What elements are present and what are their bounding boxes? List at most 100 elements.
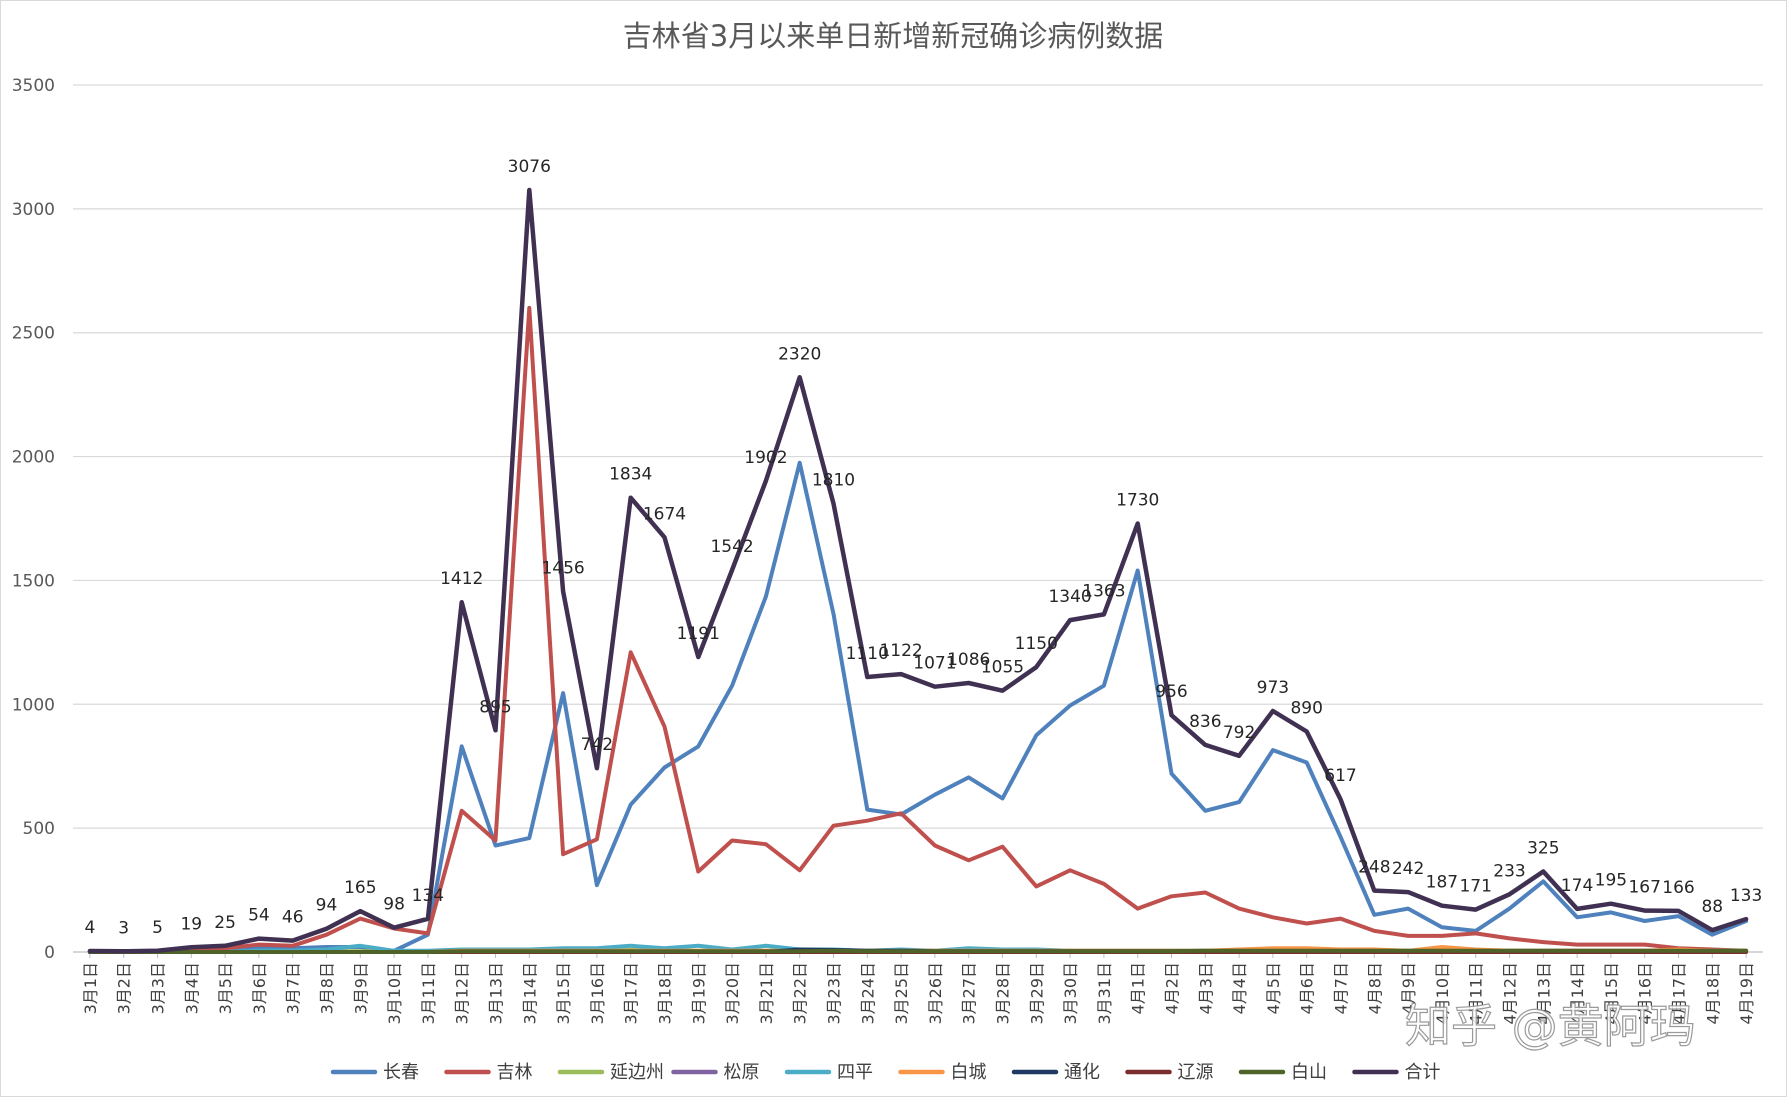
data-label: 1191 [677, 624, 720, 644]
legend-label: 长春 [383, 1062, 419, 1083]
x-tick-label: 4月15日 [1602, 962, 1621, 1025]
data-label: 46 [282, 908, 304, 928]
x-tick-label: 4月10日 [1433, 962, 1452, 1025]
data-labels: 4 3 5 19 25 54 46 94 165 98 134 1412 895 3076 1456 742 1… [84, 157, 1762, 938]
data-label: 19 [180, 914, 202, 934]
x-tick-label: 4月19日 [1737, 962, 1756, 1025]
x-tick-label: 3月31日 [1095, 962, 1114, 1025]
data-label: 1086 [947, 650, 990, 670]
x-tick-label: 3月25日 [892, 962, 911, 1025]
series-line-吉林 [87, 305, 1749, 954]
data-label: 1363 [1082, 581, 1125, 601]
watermark: 知乎 @黄阿玛 [1405, 999, 1696, 1053]
legend-label: 白城 [951, 1062, 987, 1083]
x-tick-label: 3月10日 [385, 962, 404, 1025]
data-label: 171 [1459, 877, 1491, 897]
x-tick-label: 3月20日 [723, 962, 742, 1025]
x-tick-label: 4月9日 [1399, 962, 1418, 1014]
x-tick-label: 4月7日 [1332, 962, 1351, 1014]
legend-label: 通化 [1064, 1062, 1100, 1083]
x-axis-ticks: 3月1日 3月2日 3月3日 3月4日 3月5日 3月6日 3月7日 3月8日 3月9日 3月10… [81, 952, 1756, 1025]
x-tick-label: 3月16日 [588, 962, 607, 1025]
data-label: 1456 [541, 558, 584, 578]
data-label: 1071 [913, 654, 956, 674]
legend-label: 吉林 [497, 1062, 533, 1083]
x-tick-label: 3月22日 [791, 962, 810, 1025]
legend-label: 延边州 [610, 1062, 664, 1083]
y-tick-label: 2000 [12, 448, 55, 468]
x-tick-label: 3月29日 [1027, 962, 1046, 1025]
series-line-白山 [87, 948, 1749, 954]
data-label: 2320 [778, 344, 821, 364]
data-label: 233 [1493, 861, 1525, 881]
data-label: 94 [316, 896, 338, 916]
data-label: 1110 [846, 644, 889, 664]
data-label: 895 [479, 697, 511, 717]
data-label: 1674 [643, 504, 686, 524]
x-tick-label: 3月26日 [926, 962, 945, 1025]
x-tick-label: 4月16日 [1636, 962, 1655, 1025]
y-tick-label: 3500 [12, 76, 55, 96]
x-tick-label: 3月6日 [250, 962, 269, 1014]
x-tick-label: 4月12日 [1501, 962, 1520, 1025]
x-tick-label: 3月1日 [81, 962, 100, 1014]
x-tick-label: 3月11日 [419, 962, 438, 1025]
x-tick-label: 3月9日 [351, 962, 370, 1014]
x-tick-label: 3月8日 [318, 962, 337, 1014]
x-tick-label: 4月3日 [1196, 962, 1215, 1014]
data-label: 133 [1730, 886, 1762, 906]
x-tick-label: 4月11日 [1467, 962, 1486, 1025]
x-tick-label: 4月13日 [1534, 962, 1553, 1025]
data-label: 187 [1426, 873, 1458, 893]
series-line-合计 [87, 187, 1749, 954]
data-label: 1150 [1015, 634, 1058, 654]
y-tick-label: 3000 [12, 200, 55, 220]
x-tick-label: 3月14日 [520, 962, 539, 1025]
data-label: 1055 [981, 658, 1024, 678]
data-label: 134 [412, 886, 444, 906]
x-tick-label: 3月4日 [182, 962, 201, 1014]
x-tick-label: 3月17日 [622, 962, 641, 1025]
x-tick-label: 3月12日 [453, 962, 472, 1025]
data-label: 167 [1628, 878, 1660, 898]
y-tick-label: 500 [23, 819, 55, 839]
y-tick-label: 1000 [12, 695, 55, 715]
x-tick-label: 3月23日 [825, 962, 844, 1025]
data-label: 1902 [744, 448, 787, 468]
data-label: 325 [1527, 838, 1559, 858]
data-label: 248 [1358, 858, 1390, 878]
data-label: 1412 [440, 569, 483, 589]
data-label: 1340 [1048, 587, 1091, 607]
data-label: 1730 [1116, 490, 1159, 510]
data-label: 4 [84, 918, 95, 938]
x-tick-label: 3月3日 [149, 962, 168, 1014]
x-tick-label: 3月7日 [284, 962, 303, 1014]
y-axis-ticks: 0 500 1000 1500 2000 2500 3000 3500 [12, 76, 55, 963]
y-tick-label: 2500 [12, 324, 55, 344]
y-tick-label: 0 [44, 943, 55, 963]
data-label: 792 [1223, 723, 1255, 743]
x-tick-label: 3月27日 [960, 962, 979, 1025]
data-label: 617 [1324, 766, 1356, 786]
x-tick-label: 3月2日 [115, 962, 134, 1014]
data-label: 973 [1257, 678, 1289, 698]
x-tick-label: 3月24日 [858, 962, 877, 1025]
data-label: 5 [152, 918, 163, 938]
data-label: 3 [118, 918, 129, 938]
data-label: 54 [248, 906, 270, 926]
legend-label: 合计 [1405, 1062, 1441, 1083]
x-tick-label: 3月21日 [757, 962, 776, 1025]
legend-label: 白山 [1291, 1062, 1327, 1083]
legend-label: 四平 [837, 1062, 873, 1083]
data-label: 174 [1561, 876, 1593, 896]
data-label: 3076 [508, 157, 551, 177]
data-label: 956 [1155, 682, 1187, 702]
data-label: 166 [1662, 878, 1694, 898]
y-tick-label: 1500 [12, 571, 55, 591]
x-tick-label: 3月18日 [656, 962, 675, 1025]
data-label: 25 [214, 913, 236, 933]
x-tick-label: 4月5日 [1264, 962, 1283, 1014]
x-tick-label: 4月8日 [1365, 962, 1384, 1014]
